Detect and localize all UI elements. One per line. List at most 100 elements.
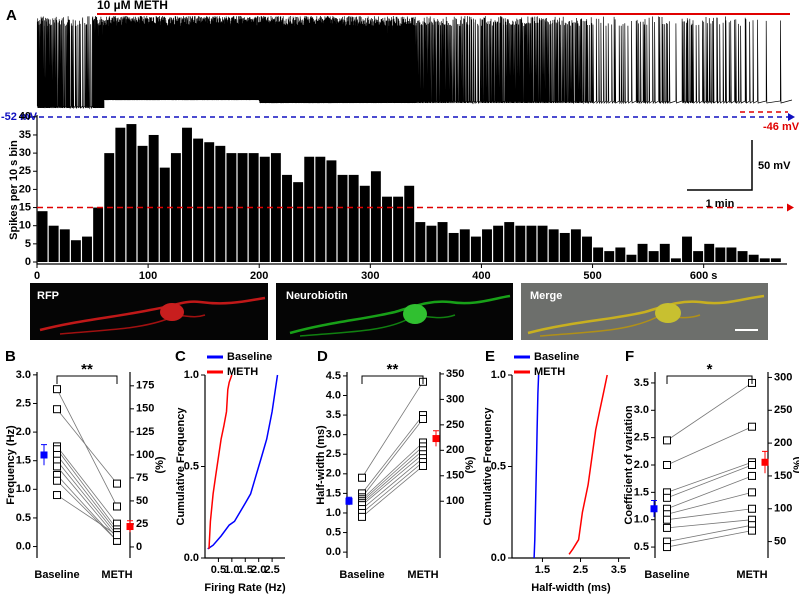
bar bbox=[70, 240, 81, 262]
merge-neuron bbox=[539, 314, 701, 337]
bar bbox=[193, 138, 204, 262]
y-tick-label: 3.5 bbox=[326, 409, 341, 421]
x-tick-label: Baseline bbox=[339, 569, 384, 581]
bar bbox=[159, 167, 170, 262]
y-tick-label: 0.5 bbox=[184, 460, 199, 472]
data-point bbox=[748, 504, 756, 513]
data-point bbox=[113, 531, 121, 540]
pair-line bbox=[361, 446, 424, 502]
bar bbox=[337, 174, 348, 262]
y2-tick-label: 250 bbox=[774, 404, 792, 416]
axes bbox=[511, 375, 630, 559]
y-tick-label: 1.0 bbox=[184, 369, 199, 381]
y2-axis-label: (%) bbox=[464, 456, 476, 473]
pair-line bbox=[361, 414, 424, 494]
bar bbox=[404, 185, 415, 262]
bar bbox=[748, 254, 759, 262]
image-label: Merge bbox=[530, 290, 562, 302]
significance-bracket bbox=[361, 375, 424, 384]
y-axis-label: Cumulative Frequency bbox=[175, 407, 187, 526]
x-tick-label: 100 bbox=[139, 270, 157, 282]
voltage-trace bbox=[36, 15, 793, 110]
y-tick-label: 1.0 bbox=[491, 369, 506, 381]
y2-axis-label: (%) bbox=[792, 456, 799, 473]
y-tick-label: 0 bbox=[25, 256, 31, 268]
y-tick-label: 2.5 bbox=[326, 448, 341, 460]
pair-line bbox=[666, 491, 753, 515]
legend-label: METH bbox=[534, 366, 565, 378]
x-tick-label: 3.5 bbox=[611, 564, 626, 576]
x-tick-label: 1.0 bbox=[224, 564, 239, 576]
pair-line bbox=[666, 524, 753, 542]
y2-tick-label: 200 bbox=[446, 444, 464, 456]
y-tick-label: 1.5 bbox=[326, 487, 341, 499]
pair-line bbox=[56, 494, 118, 536]
panel-label: F bbox=[625, 348, 634, 365]
x-tick-label: METH bbox=[101, 569, 132, 581]
pair-line bbox=[56, 388, 118, 507]
bar bbox=[82, 236, 92, 262]
bar bbox=[770, 258, 781, 262]
rfp-soma bbox=[160, 303, 184, 321]
y-tick-label: 4.5 bbox=[326, 370, 341, 382]
data-point bbox=[419, 461, 427, 470]
cumulative-line bbox=[568, 374, 608, 555]
y2-tick-label: 300 bbox=[446, 393, 464, 405]
bar bbox=[526, 225, 537, 262]
y2-tick-label: 300 bbox=[774, 371, 792, 383]
bar bbox=[426, 225, 437, 262]
pair-line bbox=[666, 461, 753, 493]
pair-line bbox=[666, 426, 753, 466]
bar bbox=[270, 153, 281, 262]
data-point bbox=[113, 479, 121, 488]
arrow bbox=[788, 113, 795, 121]
bar bbox=[437, 222, 448, 262]
y2-tick-label: 75 bbox=[136, 472, 148, 484]
data-point bbox=[53, 405, 61, 414]
pair-line bbox=[56, 454, 118, 533]
y-axis-label: Frequency (Hz) bbox=[5, 425, 17, 505]
micrographs: RFP Neurobiotin Merge bbox=[30, 283, 768, 340]
bar bbox=[248, 153, 259, 262]
bar bbox=[570, 229, 581, 262]
bar bbox=[559, 232, 570, 262]
image-label: RFP bbox=[37, 290, 59, 302]
mean-marker bbox=[650, 505, 658, 513]
y2-tick-label: 100 bbox=[446, 495, 464, 507]
data-point bbox=[663, 436, 671, 445]
bar bbox=[293, 182, 304, 262]
drug-label: 10 µM METH bbox=[97, 0, 168, 12]
pair-line bbox=[361, 453, 424, 506]
x-axis-label: Half-width (ms) bbox=[531, 582, 611, 594]
bar bbox=[648, 251, 659, 262]
data-point bbox=[113, 502, 121, 511]
bar bbox=[282, 174, 292, 262]
y-tick-label: 15 bbox=[19, 201, 31, 213]
mean-marker bbox=[761, 458, 769, 466]
pair-line bbox=[666, 464, 753, 499]
bar bbox=[737, 251, 748, 262]
merge-soma bbox=[655, 303, 681, 323]
pair-line bbox=[361, 381, 424, 478]
bar bbox=[759, 258, 770, 262]
y-tick-label: 0.5 bbox=[16, 512, 31, 524]
x-tick-label: 600 s bbox=[690, 270, 718, 282]
pair-line bbox=[361, 450, 424, 504]
cumulative-line bbox=[533, 374, 540, 559]
data-point bbox=[663, 543, 671, 552]
bar bbox=[448, 232, 459, 262]
rfp-image bbox=[30, 283, 268, 340]
bar bbox=[715, 247, 726, 262]
y2-tick-label: 200 bbox=[774, 437, 792, 449]
y-tick-label: 1.5 bbox=[16, 455, 31, 467]
y-axis-label: Half-width (ms) bbox=[315, 425, 327, 505]
data-point bbox=[663, 523, 671, 532]
y2-tick-label: 150 bbox=[446, 470, 464, 482]
legend-label: Baseline bbox=[227, 351, 272, 363]
bar bbox=[315, 156, 326, 262]
bar bbox=[415, 222, 426, 262]
significance: ** bbox=[387, 361, 399, 378]
bar bbox=[370, 171, 381, 262]
y-tick-label: 25 bbox=[19, 165, 31, 177]
